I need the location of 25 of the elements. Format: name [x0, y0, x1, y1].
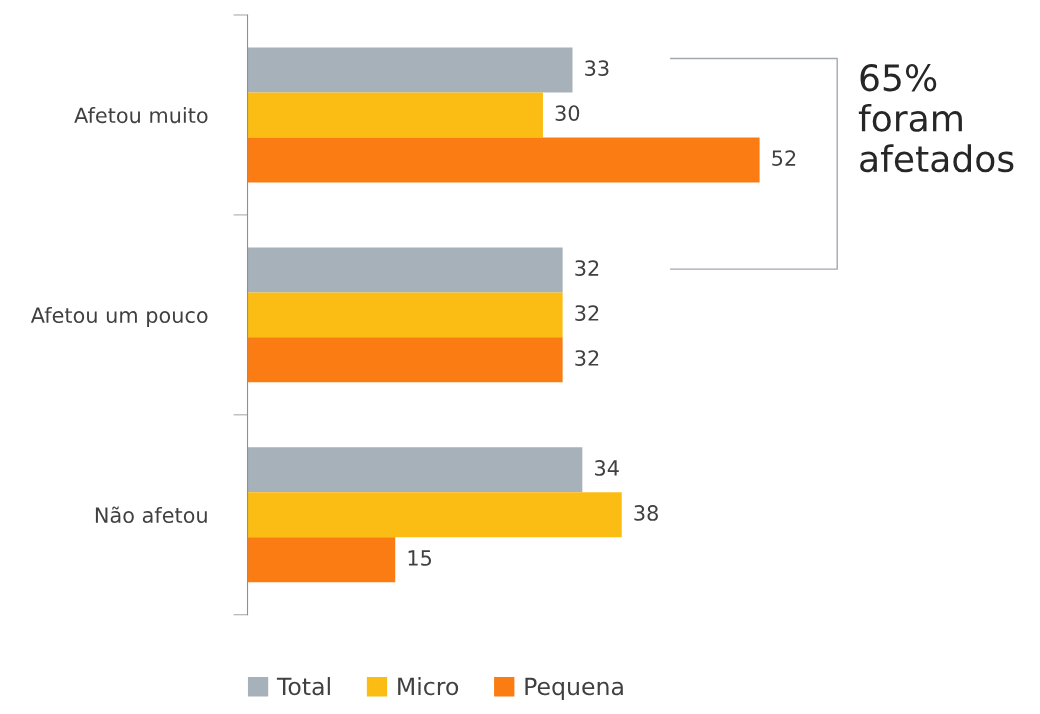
- bar: [247, 247, 563, 293]
- y-tick-label: Não afetou: [95, 506, 207, 524]
- y-tick-label: Afetou muito: [74, 107, 208, 124]
- text: 65% foram afetados: [858, 64, 1014, 173]
- bar: [247, 47, 573, 93]
- data-label: 38: [634, 505, 658, 521]
- data-label: 32: [575, 260, 599, 276]
- bar: [247, 292, 563, 338]
- bar: [247, 447, 583, 493]
- data-label: 32: [575, 305, 599, 321]
- legend-label: Total: [276, 677, 330, 696]
- data-label: 30: [555, 105, 580, 121]
- bar: [247, 537, 396, 583]
- y-tick-label: Afetou um pouco: [30, 306, 208, 328]
- legend-label: Micro: [398, 677, 459, 696]
- bar: [247, 337, 563, 383]
- legend-label: Pequena: [525, 677, 623, 700]
- data-label: 33: [585, 60, 609, 77]
- bar: [247, 137, 760, 183]
- bar: [247, 92, 543, 138]
- data-label: 15: [408, 550, 432, 566]
- data-label: 34: [595, 460, 619, 476]
- data-label: 32: [575, 350, 599, 366]
- bar: [247, 492, 622, 538]
- data-label: 52: [772, 150, 796, 166]
